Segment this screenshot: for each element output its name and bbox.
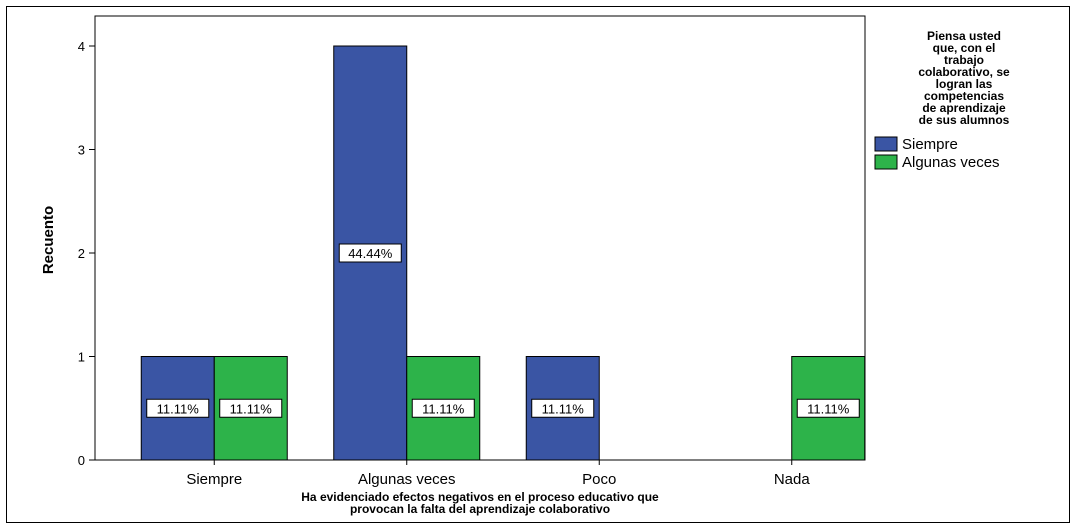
data-label: 11.11% <box>230 401 273 416</box>
data-label-box <box>219 398 283 418</box>
data-label: 11.11% <box>422 401 465 416</box>
data-label-box <box>796 398 860 418</box>
x-tick-label: Siempre <box>186 471 242 488</box>
y-tick-label: 2 <box>78 246 85 261</box>
y-tick-label: 4 <box>78 39 85 54</box>
x-axis: Siempre Algunas veces Poco Nada <box>95 459 865 488</box>
x-tick-label: Algunas veces <box>358 471 456 488</box>
x-tick-label: Nada <box>774 471 811 488</box>
legend-title-line: de sus alumnos <box>919 113 1010 127</box>
x-axis-title-line: provocan la falta del aprendizaje colabo… <box>350 502 610 516</box>
x-axis-title-line: Ha evidenciado efectos negativos en el p… <box>301 490 659 504</box>
x-tick-label: Poco <box>582 471 616 488</box>
legend-title-line: de aprendizaje <box>922 101 1006 115</box>
data-label: 11.11% <box>542 401 585 416</box>
y-tick-label: 0 <box>78 453 85 468</box>
data-label: 11.11% <box>157 401 200 416</box>
legend-title-line: colaborativo, se <box>918 65 1010 79</box>
data-label-box <box>411 398 475 418</box>
y-axis: 0 1 2 3 4 <box>78 39 95 468</box>
data-label: 11.11% <box>807 401 850 416</box>
data-label-box <box>146 398 210 418</box>
legend-title-line: Piensa usted <box>927 29 1001 43</box>
legend-title-line: trabajo <box>944 53 984 67</box>
legend-title-line: competencias <box>924 89 1004 103</box>
legend-entry: Algunas veces <box>902 154 1000 171</box>
legend-title-line: que, con el <box>933 41 996 55</box>
legend-swatch <box>874 136 898 152</box>
legend-title-line: logran las <box>936 77 993 91</box>
y-axis-label: Recuento <box>40 206 57 274</box>
x-axis-title: Ha evidenciado efectos negativos en el p… <box>301 490 659 516</box>
legend-swatch <box>874 154 898 170</box>
legend-entry: Siempre <box>902 136 958 153</box>
bars: 11.11% 11.11% 44.44% 11.11% 11.11% 11.11% <box>140 45 866 461</box>
data-label-box <box>338 243 402 263</box>
data-label: 44.44% <box>348 246 393 261</box>
y-tick-label: 3 <box>78 143 85 158</box>
data-label-box <box>531 398 595 418</box>
y-tick-label: 1 <box>78 350 85 365</box>
